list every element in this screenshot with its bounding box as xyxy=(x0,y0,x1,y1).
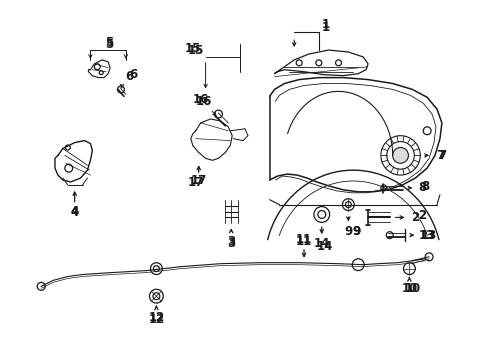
Text: 4: 4 xyxy=(70,206,79,219)
Text: 12: 12 xyxy=(148,313,164,326)
Text: 3: 3 xyxy=(227,237,235,249)
Text: 2: 2 xyxy=(410,211,419,224)
Text: 9: 9 xyxy=(344,225,352,238)
Text: 9: 9 xyxy=(351,225,360,238)
Circle shape xyxy=(392,148,407,163)
Text: 3: 3 xyxy=(227,235,235,248)
Text: 1: 1 xyxy=(321,21,329,34)
Text: 17: 17 xyxy=(187,176,203,189)
Text: 10: 10 xyxy=(401,282,417,295)
Text: 8: 8 xyxy=(420,180,428,193)
Text: 14: 14 xyxy=(313,238,329,251)
Circle shape xyxy=(386,141,413,169)
Text: 7: 7 xyxy=(435,149,443,162)
Text: 16: 16 xyxy=(192,93,208,106)
Circle shape xyxy=(315,60,321,66)
Text: 13: 13 xyxy=(420,229,436,242)
Text: 10: 10 xyxy=(404,282,420,295)
Circle shape xyxy=(380,136,419,175)
Text: 11: 11 xyxy=(295,233,311,246)
Text: 6: 6 xyxy=(125,70,134,83)
Text: 17: 17 xyxy=(190,175,206,188)
Text: 6: 6 xyxy=(129,68,138,81)
Text: 9: 9 xyxy=(351,225,360,238)
Text: 14: 14 xyxy=(316,240,332,253)
Text: 2: 2 xyxy=(417,209,426,222)
Text: 16: 16 xyxy=(195,95,211,108)
Text: 13: 13 xyxy=(418,229,434,242)
Text: 5: 5 xyxy=(105,36,113,49)
Text: 8: 8 xyxy=(417,181,426,194)
Text: 1: 1 xyxy=(321,18,329,31)
Text: 15: 15 xyxy=(184,41,201,55)
Circle shape xyxy=(296,60,302,66)
Circle shape xyxy=(335,60,341,66)
Text: 7: 7 xyxy=(437,149,445,162)
Text: 5: 5 xyxy=(105,38,113,51)
Text: 11: 11 xyxy=(295,235,311,248)
Text: 15: 15 xyxy=(187,44,203,57)
Text: 4: 4 xyxy=(70,205,79,218)
Text: 12: 12 xyxy=(148,311,164,324)
